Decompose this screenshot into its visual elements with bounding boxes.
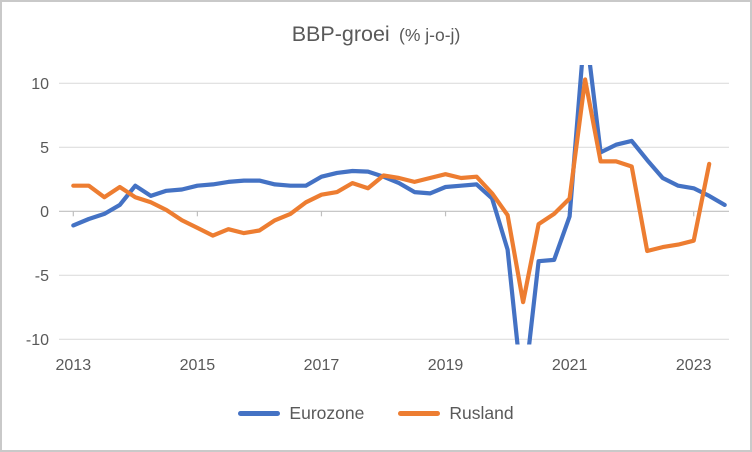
x-axis-label-2021: 2021 [552,357,588,374]
eurozone-line-swatch [238,411,281,416]
y-axis-label--10: -10 [26,332,49,349]
y-axis-label--5: -5 [35,268,49,285]
x-axis-label-2023: 2023 [676,357,712,374]
x-axis-label-2017: 2017 [304,357,340,374]
chart-title-unit: (% j-o-j) [399,25,461,45]
legend-label-rusland: Rusland [449,403,514,423]
chart-title-main: BBP-groei [291,22,390,46]
x-axis-label-2015: 2015 [180,357,216,374]
y-axis-label-5: 5 [40,140,49,157]
legend-item-eurozone: Eurozone [238,403,364,424]
y-axis-label-0: 0 [40,204,49,221]
y-axis-label-10: 10 [31,76,49,93]
legend-item-rusland: Rusland [398,403,514,424]
legend-label-eurozone: Eurozone [289,403,365,423]
rusland-series-line [71,77,712,305]
x-axis-label-2013: 2013 [56,357,92,374]
rusland-line-swatch [398,411,441,416]
chart-title: BBP-groei (% j-o-j) [2,22,750,47]
legend: Eurozone Rusland [2,403,750,424]
eurozone-series-line [71,65,727,345]
x-axis-label-2019: 2019 [428,357,464,374]
